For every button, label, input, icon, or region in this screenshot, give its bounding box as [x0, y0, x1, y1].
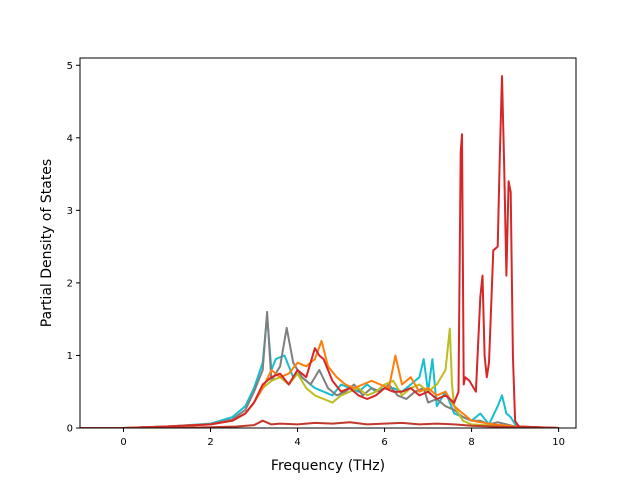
x-tick-label: 2	[207, 437, 213, 448]
x-tick-label: 10	[552, 437, 565, 448]
plot-frame	[79, 57, 577, 429]
series-line-2	[80, 310, 559, 428]
series-line-6	[80, 419, 559, 428]
y-axis-ticks: 0 1 2 3 4 5	[67, 61, 80, 435]
y-tick-label: 3	[67, 206, 73, 217]
y-tick-label: 1	[67, 351, 73, 362]
series-line-5	[80, 75, 559, 428]
x-axis-ticks: 0 2 4 6 8 10	[120, 428, 565, 448]
y-tick-label: 4	[67, 133, 73, 144]
x-tick-label: 6	[381, 437, 387, 448]
series-layer	[80, 75, 559, 428]
y-tick-label: 2	[67, 278, 73, 289]
x-tick-label: 4	[294, 437, 300, 448]
y-tick-label: 5	[67, 61, 73, 72]
x-tick-label: 8	[468, 437, 474, 448]
x-tick-label: 0	[120, 437, 126, 448]
y-axis-label: Partial Density of States	[39, 159, 55, 327]
y-tick-label: 0	[67, 424, 73, 435]
x-axis-label: Frequency (THz)	[271, 458, 385, 474]
